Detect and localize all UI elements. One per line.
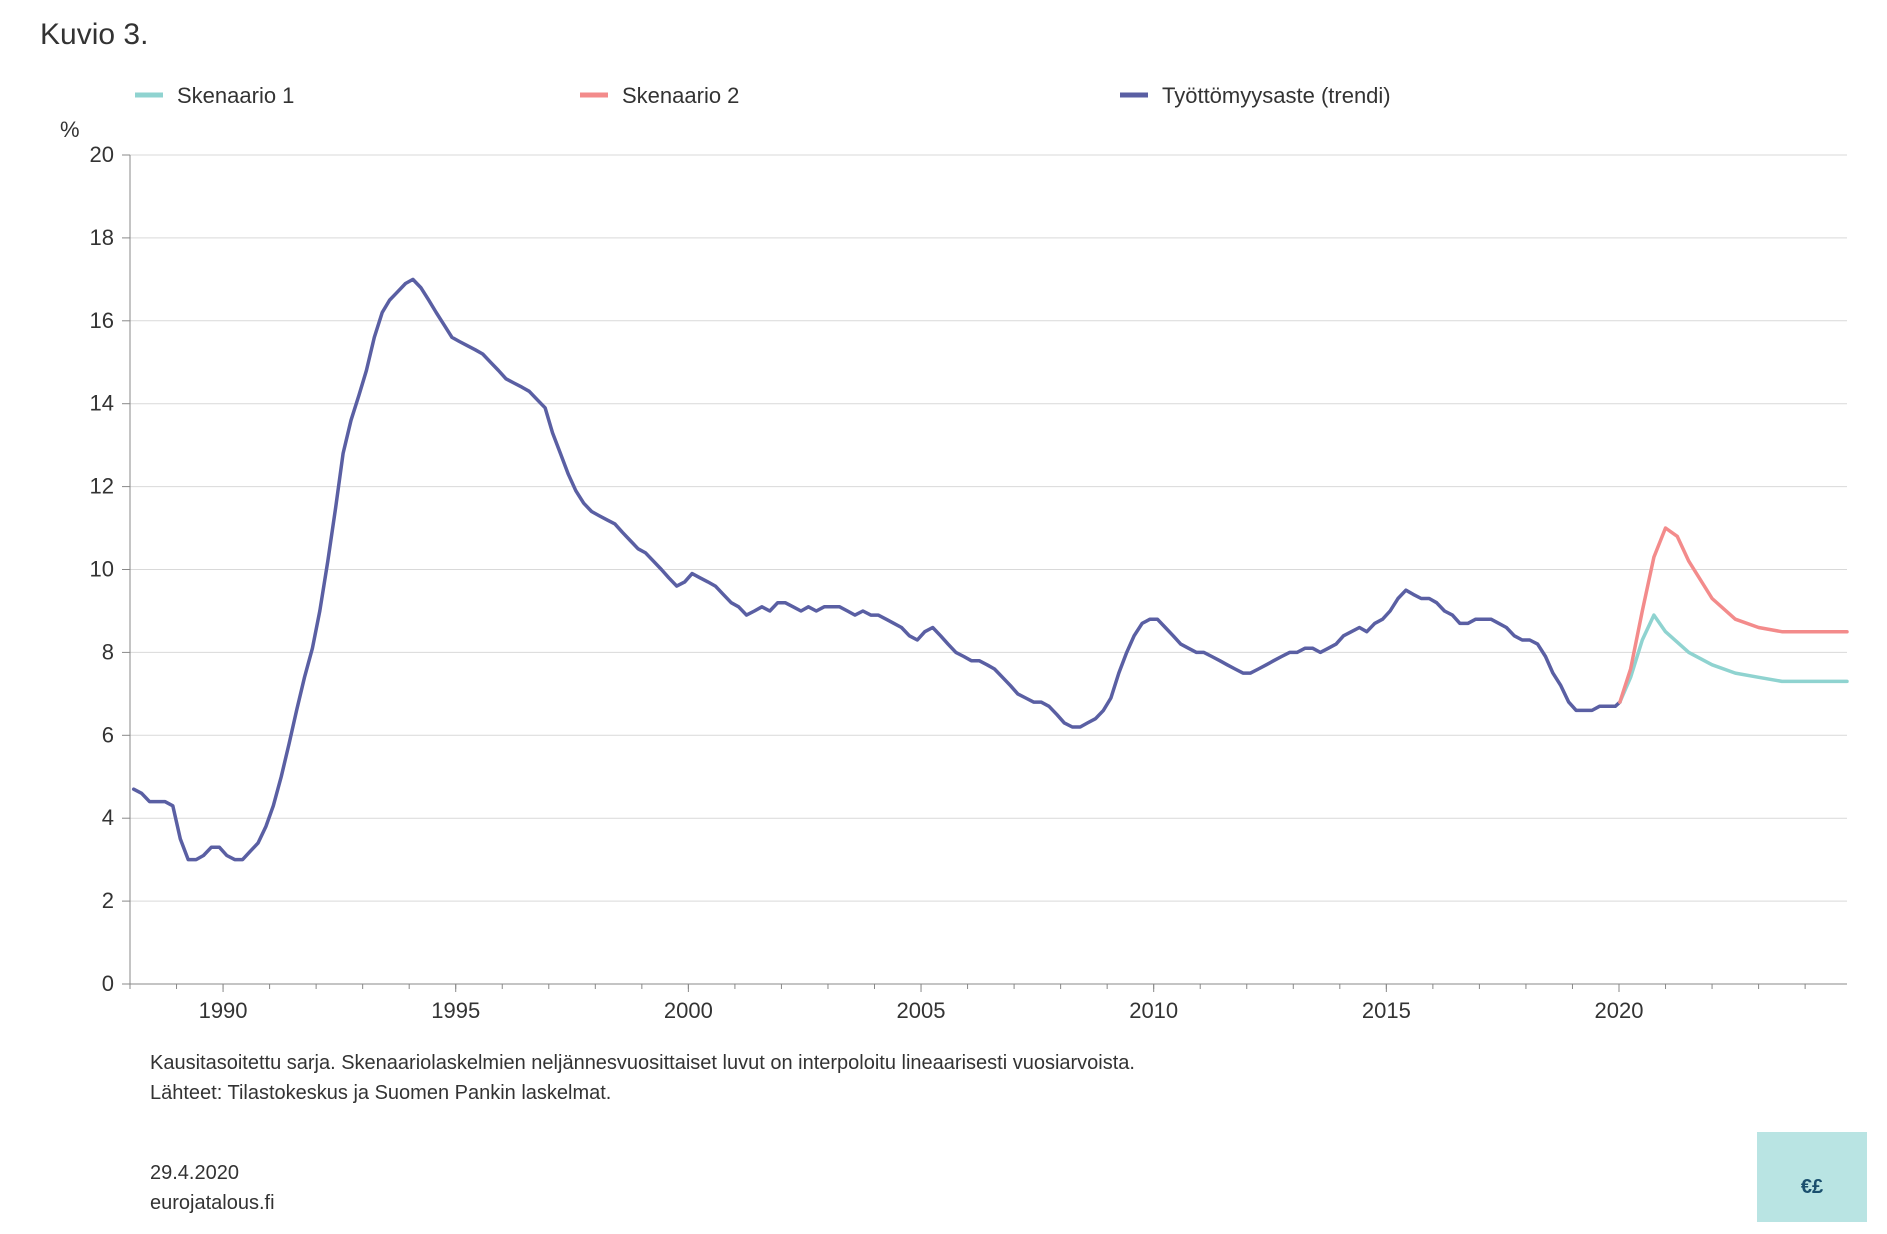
svg-text:2010: 2010 <box>1129 998 1178 1023</box>
chart-title: Kuvio 3. <box>40 18 148 51</box>
svg-text:1995: 1995 <box>431 998 480 1023</box>
svg-text:0: 0 <box>102 971 114 996</box>
chart-container: Kuvio 3. Skenaario 1 Skenaario 2 Työttömyys… <box>0 0 1887 1234</box>
footer-line: Kausitasoitettu sarja. Skenaariolaskelmi… <box>150 1052 1135 1074</box>
svg-text:8: 8 <box>102 639 114 664</box>
svg-text:Työttömyysaste (trendi): Työttömyysaste (trendi) <box>1162 83 1391 108</box>
svg-text:2015: 2015 <box>1362 998 1411 1023</box>
footer-date: 29.4.2020 <box>150 1162 239 1184</box>
svg-text:1990: 1990 <box>199 998 248 1023</box>
svg-text:6: 6 <box>102 722 114 747</box>
svg-text:10: 10 <box>90 557 114 582</box>
svg-text:14: 14 <box>90 391 114 416</box>
svg-text:2005: 2005 <box>897 998 946 1023</box>
svg-text:2000: 2000 <box>664 998 713 1023</box>
branding-label: €£ <box>1801 1176 1823 1198</box>
footer-site: eurojatalous.fi <box>150 1192 275 1214</box>
svg-text:2020: 2020 <box>1595 998 1644 1023</box>
svg-text:16: 16 <box>90 308 114 333</box>
svg-text:Skenaario 1: Skenaario 1 <box>177 83 294 108</box>
svg-text:18: 18 <box>90 225 114 250</box>
svg-text:Skenaario 2: Skenaario 2 <box>622 83 739 108</box>
svg-text:2: 2 <box>102 888 114 913</box>
footer-line: Lähteet: Tilastokeskus ja Suomen Pankin … <box>150 1082 611 1104</box>
svg-text:%: % <box>60 117 80 142</box>
line-chart: Kuvio 3. Skenaario 1 Skenaario 2 Työttömyys… <box>0 0 1887 1234</box>
svg-text:20: 20 <box>90 142 114 167</box>
svg-text:4: 4 <box>102 805 114 830</box>
svg-text:12: 12 <box>90 474 114 499</box>
